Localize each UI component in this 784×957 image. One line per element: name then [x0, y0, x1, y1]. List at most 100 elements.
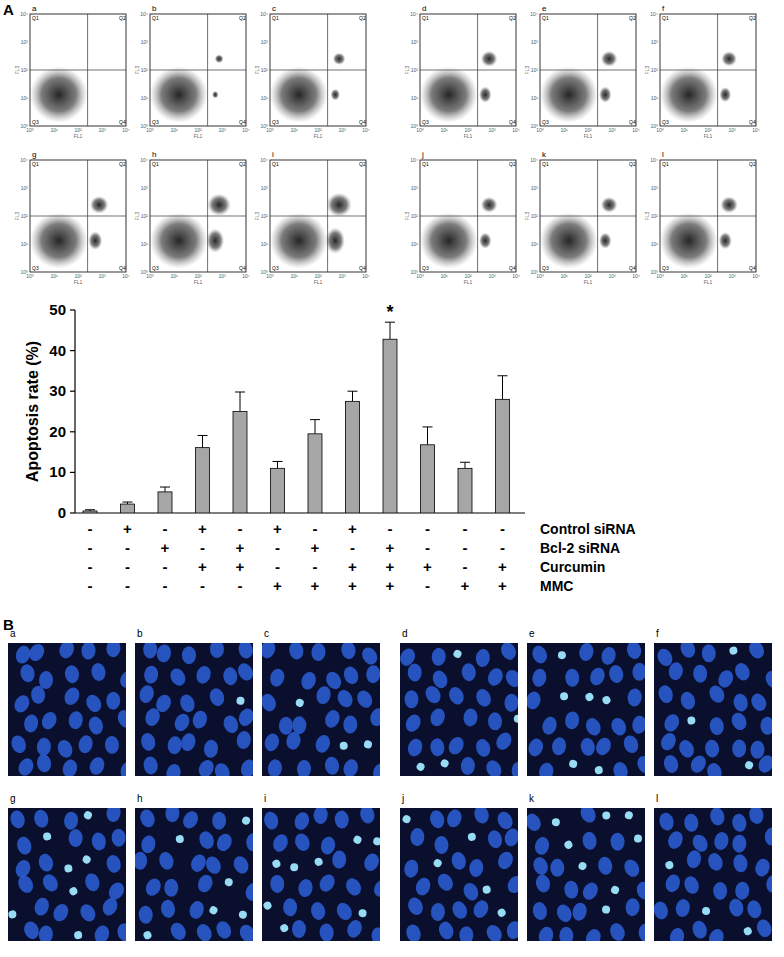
panel-letter: a	[10, 628, 16, 639]
nucleus	[222, 667, 238, 686]
treatment-sign: +	[386, 577, 395, 594]
tick-label: 10⁰	[410, 269, 418, 275]
nucleus	[530, 644, 549, 666]
nucleus	[73, 930, 82, 939]
nucleus	[180, 809, 201, 831]
quadrant-label: Q4	[509, 265, 516, 271]
nucleus	[743, 926, 753, 936]
nucleus	[231, 854, 251, 876]
nucleus	[445, 808, 464, 829]
panel-letter: k	[529, 793, 535, 804]
cell-cloud	[90, 196, 108, 214]
tick-label: 10⁰	[140, 123, 148, 129]
quadrant-line	[30, 216, 126, 217]
axis-label: FL3	[404, 65, 410, 74]
tick-label: 10³	[141, 39, 149, 45]
nucleus	[319, 835, 336, 856]
panel-letter: l	[656, 793, 658, 804]
nucleus	[319, 923, 335, 941]
quadrant-label: Q3	[662, 265, 669, 271]
nucleus	[662, 754, 680, 775]
nucleus	[594, 765, 604, 775]
nucleus	[463, 708, 479, 727]
treatment-sign: -	[463, 558, 468, 575]
nucleus	[564, 710, 580, 730]
nucleus	[178, 693, 197, 715]
nucleus	[292, 716, 307, 734]
nucleus	[195, 873, 215, 895]
nucleus	[115, 708, 126, 730]
nucleus	[578, 808, 599, 825]
bar	[308, 434, 322, 513]
nucleus	[446, 685, 466, 707]
nucleus	[588, 666, 608, 688]
panel-letter: b	[137, 628, 143, 639]
nucleus	[404, 923, 422, 941]
nucleus	[461, 663, 477, 682]
nucleus	[503, 667, 518, 690]
tick-label: 10⁰	[650, 269, 658, 275]
micrograph: i	[262, 793, 392, 946]
nucleus	[292, 920, 306, 938]
nucleus	[676, 738, 696, 760]
x-axis	[75, 512, 525, 513]
nucleus	[460, 756, 475, 775]
axis-label: FL1	[584, 133, 593, 139]
treatment-sign: -	[313, 558, 318, 575]
tick-label: 10³	[608, 127, 616, 133]
nucleus	[430, 903, 445, 922]
panel-letter: j	[401, 793, 404, 804]
treatment-sign: -	[500, 539, 505, 556]
flow-frame	[150, 14, 246, 126]
tick-label: 10³	[411, 39, 419, 45]
quadrant-label: Q4	[509, 119, 516, 125]
axis-label: FL1	[314, 133, 323, 139]
axis-label: FL1	[704, 133, 713, 139]
nucleus	[496, 907, 507, 918]
tick-label: 10³	[261, 185, 269, 191]
panel-letter: e	[542, 4, 547, 13]
tick-label: 10⁴	[632, 273, 640, 279]
quadrant-label: Q3	[422, 119, 429, 125]
nucleus	[271, 859, 281, 869]
nucleus	[32, 808, 50, 829]
nucleus	[208, 905, 219, 916]
treatment-sign: +	[461, 577, 470, 594]
treatment-sign: -	[88, 539, 93, 556]
nucleus	[210, 643, 224, 658]
micrograph: l	[652, 793, 782, 949]
nucleus	[317, 872, 338, 895]
treatment-sign: +	[123, 520, 132, 537]
bars	[83, 322, 510, 513]
quadrant-label: Q4	[749, 119, 756, 125]
nucleus	[404, 690, 418, 708]
tick-label: 10⁴	[512, 127, 520, 133]
nucleus	[172, 711, 192, 733]
micrograph-bg	[135, 643, 253, 776]
nucleus	[368, 707, 380, 728]
nucleus	[498, 643, 518, 662]
tick-label: 10³	[338, 127, 346, 133]
micrograph-bg	[135, 808, 253, 941]
treatment-sign: -	[275, 539, 280, 556]
treatment-sign: -	[350, 539, 355, 556]
nucleus	[370, 926, 380, 941]
cell-cloud	[599, 86, 611, 102]
nucleus	[92, 924, 111, 941]
nucleus	[262, 692, 278, 714]
tick-label: 10⁴	[20, 11, 28, 17]
tick-label: 10²	[411, 67, 419, 73]
nucleus	[335, 688, 355, 710]
tick-label: 10⁰	[410, 123, 418, 129]
nucleus	[608, 664, 625, 684]
tick-label: 10³	[411, 185, 419, 191]
treatment-sign: +	[236, 539, 245, 556]
tick-label: 10¹	[531, 241, 539, 247]
flow-panel: Q1Q2Q3Q410⁰10⁰10¹10¹10²10²10³10³10⁴10⁴FL…	[134, 4, 250, 139]
tick-label: 10³	[338, 273, 346, 279]
nucleus	[578, 643, 595, 662]
treatment-sign: -	[125, 558, 130, 575]
flow-frame	[540, 14, 636, 126]
treatment-sign: +	[423, 558, 432, 575]
tick-label: 10³	[531, 185, 539, 191]
